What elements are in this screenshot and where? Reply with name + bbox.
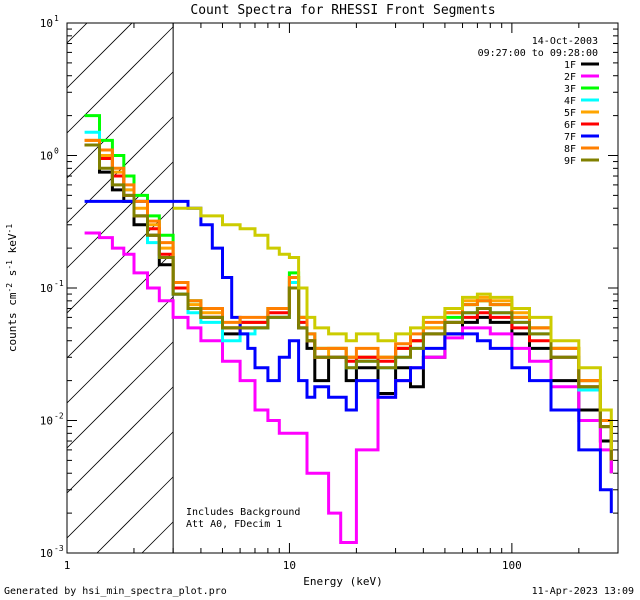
y-tick-exponent: -2	[54, 412, 64, 421]
generated-by: Generated by hsi_min_spectra_plot.pro	[4, 586, 227, 597]
legend-label: 5F	[564, 108, 576, 119]
y-axis-label: counts cm-2 s-1 keV-1	[5, 224, 19, 352]
legend-label: 3F	[564, 84, 576, 95]
chart-title: Count Spectra for RHESSI Front Segments	[190, 3, 495, 18]
hatch-line	[67, 386, 174, 494]
series-line-2F	[84, 231, 613, 544]
y-tick-exponent: 0	[54, 147, 59, 156]
hatch-line	[67, 23, 133, 89]
x-tick-label: 100	[502, 559, 522, 572]
hatch-line	[67, 431, 174, 539]
legend-label: 2F	[564, 72, 576, 83]
series-line-extra-9	[173, 206, 613, 450]
series-line-7F	[84, 199, 613, 514]
footer-timestamp: 11-Apr-2023 13:09	[532, 586, 634, 597]
attenuator-note: Att A0, FDecim 1	[186, 519, 282, 530]
hatch-line	[67, 251, 174, 359]
hatch-line	[67, 206, 174, 314]
legend-label: 7F	[564, 132, 576, 143]
y-tick-exponent: -1	[54, 279, 64, 288]
y-tick-exponent: -3	[54, 544, 64, 553]
y-tick-label: 10	[40, 150, 53, 163]
hatch-line	[67, 341, 174, 449]
time-range: 09:27:00 to 09:28:00	[478, 48, 598, 59]
legend-label: 6F	[564, 120, 576, 131]
hatch-line	[67, 116, 174, 224]
x-tick-label: 10	[283, 559, 296, 572]
y-tick-label: 10	[40, 547, 53, 560]
x-axis-ticks: 1 10 100	[64, 23, 619, 572]
hatch-line	[67, 26, 174, 134]
hatch-line	[67, 71, 174, 179]
series-lines	[84, 114, 613, 544]
legend-label: 4F	[564, 96, 576, 107]
y-tick-label: 10	[40, 415, 53, 428]
hatch-line	[67, 23, 88, 44]
hatch-line	[67, 296, 174, 404]
hatch-line	[141, 521, 174, 553]
background-note: Includes Background	[186, 507, 300, 518]
observation-date: 14-Oct-2003	[532, 36, 598, 47]
y-tick-label: 10	[40, 17, 53, 30]
hatched-excluded-region	[67, 23, 174, 553]
y-tick-label: 10	[40, 282, 53, 295]
hatch-line	[96, 476, 174, 553]
series-line-6F	[84, 143, 613, 461]
hatch-line	[67, 161, 174, 269]
series-line-9F	[84, 143, 613, 461]
legend-label: 8F	[564, 144, 576, 155]
legend-label: 1F	[564, 60, 576, 71]
series-line-1F	[84, 143, 613, 474]
x-tick-label: 1	[64, 559, 71, 572]
y-tick-exponent: 1	[54, 14, 59, 23]
x-axis-label: Energy (keV)	[303, 575, 382, 588]
legend-label: 9F	[564, 156, 576, 167]
